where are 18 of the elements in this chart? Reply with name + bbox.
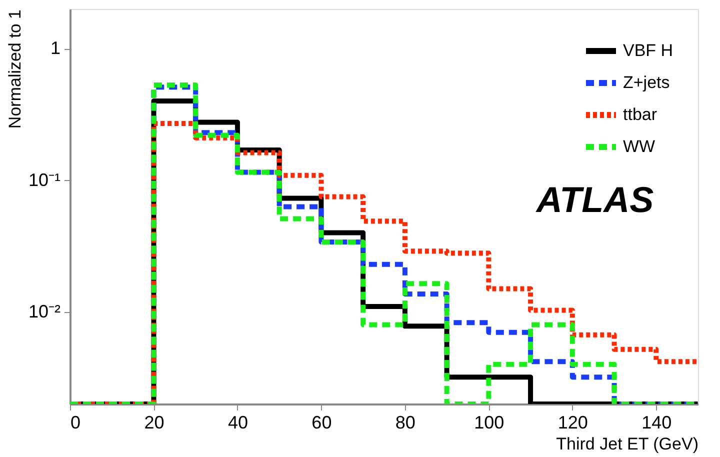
y-tick-label: 1 — [50, 38, 60, 58]
annotation: ATLAS — [535, 179, 654, 220]
x-tick-label: 140 — [642, 412, 672, 432]
x-tick-label: 120 — [558, 412, 588, 432]
x-tick-label: 20 — [144, 412, 164, 432]
y-tick-label: 10⁻¹ — [28, 170, 61, 190]
x-tick-label: 80 — [395, 412, 416, 432]
x-tick-label: 100 — [474, 412, 504, 432]
y-tick-label: 10⁻² — [28, 301, 61, 322]
y-axis-title: Normalized to 1 — [5, 10, 24, 129]
x-tick-label: 60 — [312, 412, 332, 432]
x-axis-title: Third Jet ET (GeV) — [556, 434, 698, 454]
x-tick-label: 40 — [228, 412, 248, 432]
legend-label: ttbar — [623, 105, 658, 124]
legend-label: WW — [623, 137, 656, 156]
legend-label: VBF H — [623, 41, 674, 60]
legend-label: Z+jets — [623, 73, 670, 92]
x-tick-label: 0 — [70, 412, 81, 432]
